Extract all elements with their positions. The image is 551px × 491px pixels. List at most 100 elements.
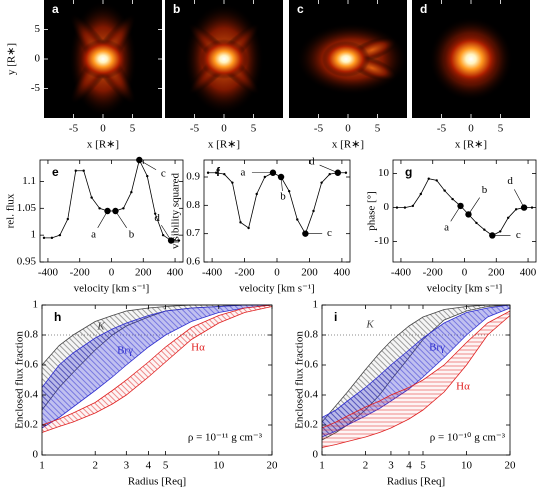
data-point [177, 239, 181, 242]
data-point [214, 171, 218, 174]
y-tick-label: 0.2 [24, 419, 38, 431]
y-axis-label: rel. flux [5, 193, 17, 228]
y-axis-label: visibility squared [170, 172, 182, 249]
data-point [90, 196, 93, 199]
x-tick-label: 0 [100, 123, 106, 135]
point-label: b [129, 229, 135, 241]
y-axis-label: phase [°] [366, 191, 378, 231]
x-tick-label: -200 [70, 267, 91, 279]
y-tick-label: 0.4 [304, 389, 318, 401]
point-label: c [161, 168, 166, 180]
data-point [153, 212, 157, 215]
x-tick-label: 0 [462, 267, 468, 279]
x-axis-label: Radius [Req] [128, 476, 186, 488]
y-tick-label: -5 [31, 82, 41, 94]
band-fill [322, 311, 510, 448]
data-point [287, 189, 291, 193]
band-fill [42, 305, 272, 433]
point-label: b [482, 184, 488, 196]
x-tick-label: 0 [274, 267, 280, 279]
data-line [208, 172, 346, 235]
density-annotation: ρ = 10⁻¹¹ g cm⁻³ [188, 432, 263, 444]
x-tick-label: 2 [363, 460, 369, 472]
highlight-point [277, 173, 285, 181]
point-label: a [444, 221, 449, 233]
x-tick-label: 10 [461, 460, 473, 472]
x-tick-label: -400 [202, 267, 223, 279]
plot-frame [41, 304, 273, 456]
y-tick-label: -10 [374, 235, 389, 247]
x-tick-label: -5 [69, 123, 79, 135]
series-label: Brγ [429, 342, 445, 354]
data-point [239, 221, 242, 224]
y-tick-label: 0.6 [24, 359, 38, 371]
point-label: d [309, 155, 315, 167]
data-point [320, 181, 323, 184]
x-tick-label: 2 [92, 460, 98, 472]
x-tick-label: 0 [109, 267, 115, 279]
leader-line [319, 164, 338, 174]
x-tick-label: 4 [406, 460, 412, 472]
data-point [403, 206, 407, 209]
highlight-point [457, 202, 464, 210]
panel-label: e [52, 165, 59, 179]
y-tick-label: 1.05 [17, 202, 37, 214]
data-point [506, 216, 510, 219]
leader-line [115, 210, 127, 228]
image-c [289, 0, 407, 118]
highlight-point [334, 169, 342, 176]
data-point [42, 236, 46, 240]
band-lower [41, 304, 273, 429]
y-tick-label: 0.95 [17, 256, 37, 268]
x-tick-label: 1 [39, 460, 45, 472]
x-tick-label: 20 [505, 460, 517, 472]
data-point [427, 177, 430, 180]
series-label: Hα [191, 342, 205, 354]
highlight-point [489, 232, 496, 239]
highlight-point [167, 237, 175, 244]
x-tick-label: 400 [520, 267, 537, 279]
data-point [411, 204, 415, 208]
data-point [451, 197, 454, 201]
panel-label: a [52, 2, 59, 16]
leader-line [514, 189, 525, 208]
x-tick-label: -200 [234, 267, 255, 279]
band-lower [321, 315, 511, 448]
point-label: b [280, 191, 286, 203]
x-axis-label: Radius [Req] [387, 476, 445, 488]
leader-line [139, 159, 157, 171]
point-label: a [240, 166, 245, 178]
leader-line [97, 210, 108, 228]
x-tick-label: -5 [314, 123, 324, 135]
data-point [50, 236, 54, 240]
data-point [130, 191, 133, 194]
data-point [223, 172, 226, 176]
x-tick-label: 400 [334, 267, 351, 279]
plot-frame [321, 304, 511, 456]
x-tick-label: 4 [146, 460, 152, 472]
highlight-point [112, 207, 119, 215]
x-axis-label: x [R∗] [208, 139, 240, 151]
y-tick-label: 0 [313, 449, 319, 461]
y-tick-label: 1.1 [22, 175, 36, 187]
x-tick-label: 0 [221, 123, 227, 135]
band-lower [41, 306, 273, 433]
point-label: d [507, 175, 513, 187]
image-b [165, 0, 283, 118]
y-tick-label: 1 [33, 299, 39, 311]
y-tick-label: 10 [378, 167, 390, 179]
x-tick-label: 200 [301, 267, 318, 279]
data-point [98, 207, 101, 210]
data-point [514, 208, 518, 211]
y-tick-label: 0.2 [304, 419, 318, 431]
y-tick-label: 1 [31, 229, 37, 241]
panel-label: g [405, 165, 412, 179]
x-axis-label: x [R∗] [455, 139, 487, 151]
x-tick-label: 5 [420, 460, 426, 472]
x-axis-label: x [R∗] [332, 139, 364, 151]
leader-line [468, 197, 480, 215]
highlight-point [302, 230, 309, 237]
band-fill [42, 305, 272, 410]
point-label: c [516, 229, 521, 241]
y-tick-label: 0.6 [186, 256, 200, 268]
